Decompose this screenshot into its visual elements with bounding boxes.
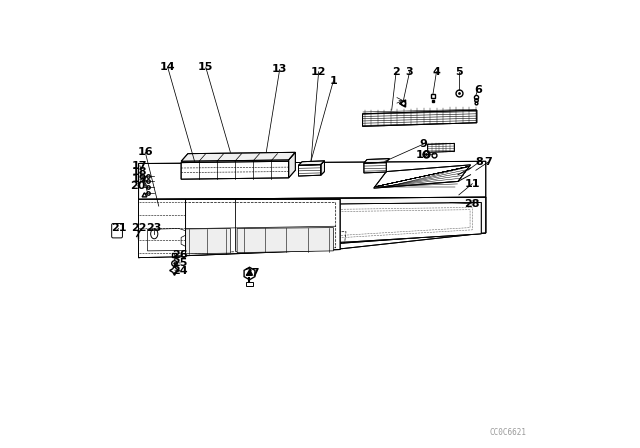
- Polygon shape: [428, 143, 454, 152]
- Text: 4: 4: [433, 67, 440, 77]
- Polygon shape: [374, 165, 470, 188]
- Text: 19: 19: [132, 174, 148, 184]
- Polygon shape: [181, 152, 296, 161]
- Polygon shape: [139, 197, 486, 258]
- Text: 24: 24: [172, 266, 188, 276]
- Text: 23: 23: [147, 224, 162, 233]
- Polygon shape: [364, 162, 387, 173]
- Text: 27: 27: [244, 268, 260, 278]
- Text: 14: 14: [160, 62, 175, 72]
- Text: 12: 12: [311, 67, 326, 77]
- Text: CC0C6621: CC0C6621: [489, 428, 526, 437]
- Text: 25: 25: [173, 258, 188, 268]
- Text: 7: 7: [484, 157, 492, 167]
- Text: 11: 11: [465, 179, 480, 189]
- Polygon shape: [139, 190, 486, 258]
- Ellipse shape: [150, 229, 158, 239]
- Text: 2: 2: [392, 67, 400, 77]
- Text: 22: 22: [131, 224, 147, 233]
- Text: 6: 6: [474, 85, 482, 95]
- Polygon shape: [362, 110, 477, 126]
- Polygon shape: [139, 199, 340, 258]
- Text: 9: 9: [419, 139, 427, 149]
- Text: 18: 18: [132, 168, 148, 177]
- Polygon shape: [145, 202, 481, 253]
- Text: 1: 1: [330, 76, 337, 86]
- Text: 28: 28: [465, 199, 480, 209]
- Text: 26: 26: [172, 250, 188, 260]
- Text: 20: 20: [130, 181, 145, 191]
- Text: 13: 13: [272, 65, 287, 74]
- Polygon shape: [298, 161, 324, 165]
- Polygon shape: [139, 161, 486, 199]
- Polygon shape: [321, 161, 324, 175]
- Text: 21: 21: [111, 224, 126, 233]
- Polygon shape: [298, 164, 321, 176]
- Text: 3: 3: [406, 67, 413, 77]
- Text: 5: 5: [455, 67, 463, 77]
- Polygon shape: [181, 161, 289, 179]
- Text: 8: 8: [475, 157, 483, 167]
- Text: 15: 15: [198, 62, 214, 72]
- FancyBboxPatch shape: [112, 224, 122, 238]
- Polygon shape: [364, 159, 389, 163]
- Polygon shape: [139, 199, 186, 258]
- Text: 10: 10: [415, 150, 431, 159]
- Text: 16: 16: [138, 147, 153, 157]
- Text: 17: 17: [132, 161, 148, 171]
- Polygon shape: [145, 228, 230, 254]
- Polygon shape: [289, 152, 296, 178]
- Polygon shape: [237, 228, 333, 253]
- Bar: [246, 282, 253, 286]
